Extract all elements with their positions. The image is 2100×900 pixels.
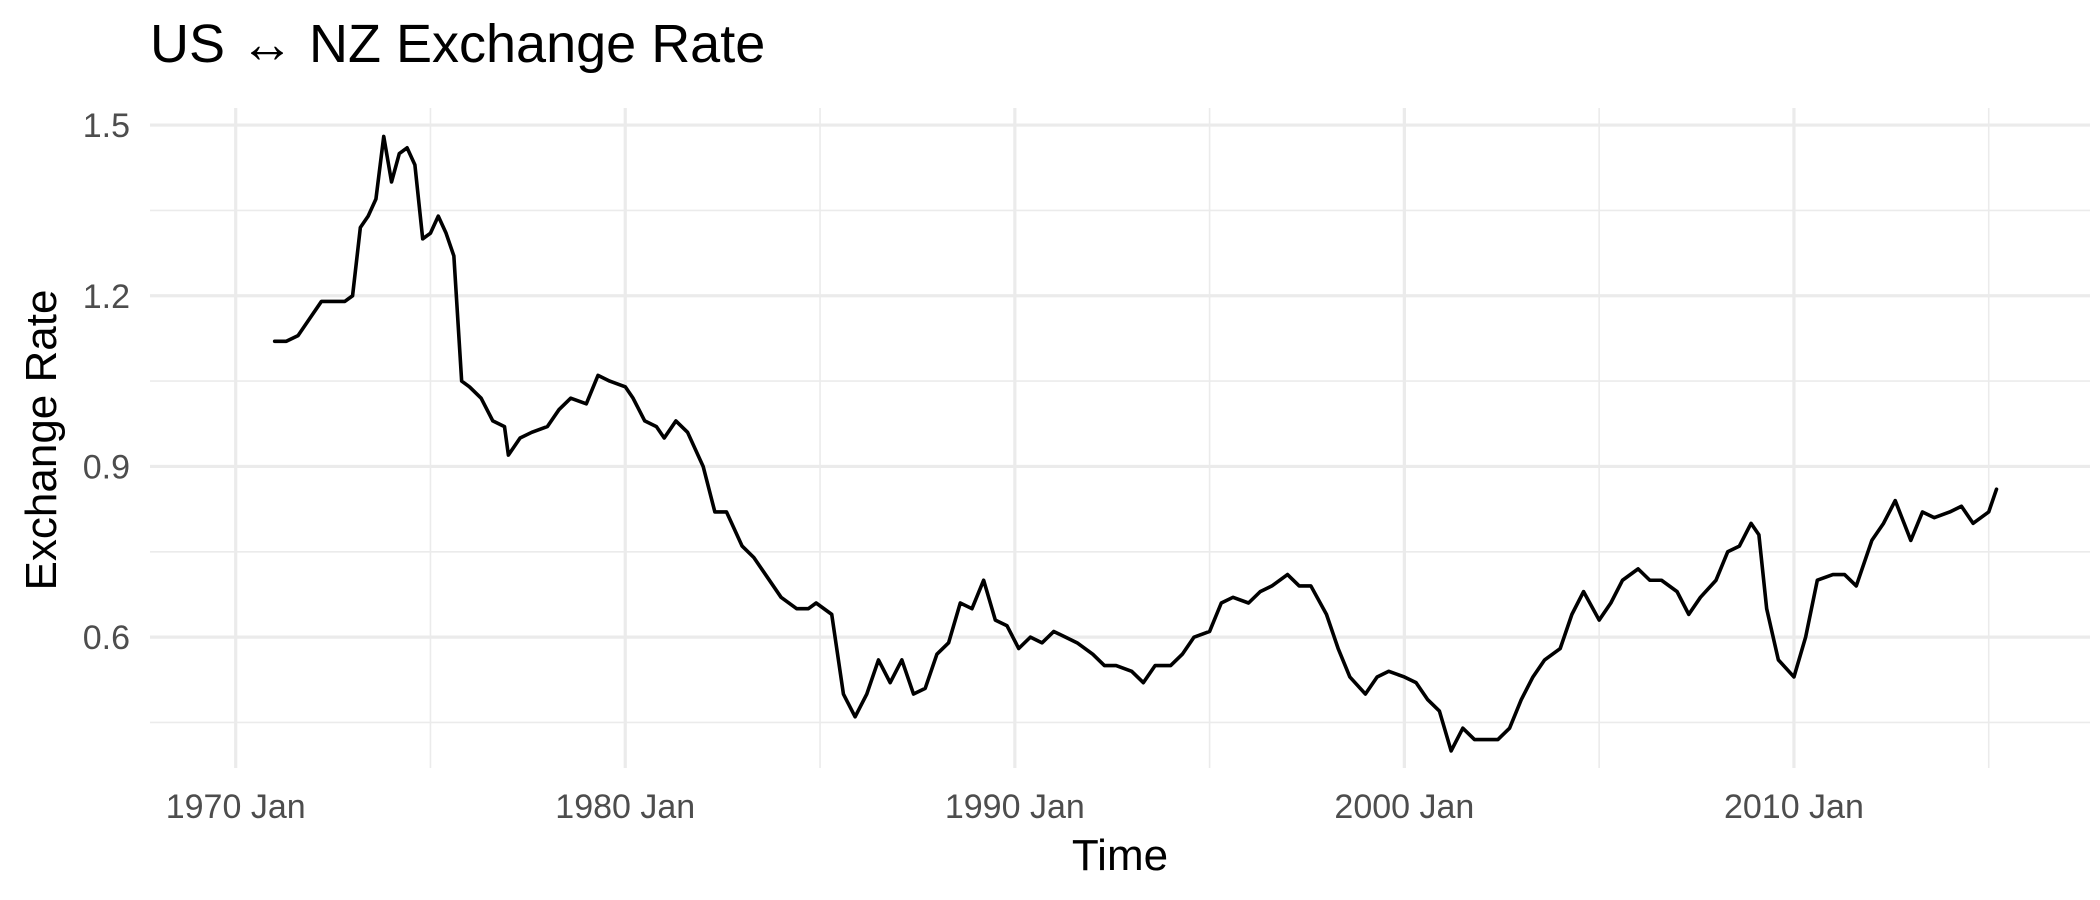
y-tick-label: 0.9: [83, 448, 130, 486]
y-tick-label: 0.6: [83, 619, 130, 657]
x-tick-label: 1970 Jan: [166, 788, 306, 826]
minor-gridlines: [150, 108, 2090, 768]
y-tick-label: 1.2: [83, 278, 130, 316]
y-tick-label: 1.5: [83, 107, 130, 145]
x-tick-label: 1980 Jan: [555, 788, 695, 826]
exchange-rate-series-line: [272, 134, 1999, 753]
x-axis-title: Time: [1072, 831, 1168, 880]
x-tick-label: 2000 Jan: [1334, 788, 1474, 826]
tick-labels: 1970 Jan 1980 Jan 1990 Jan 2000 Jan 2010 Jan…: [83, 107, 1864, 826]
y-axis-title: Exchange Rate: [17, 290, 66, 591]
major-gridlines: [150, 108, 2090, 768]
x-tick-label: 2010 Jan: [1724, 788, 1864, 826]
x-tick-label: 1990 Jan: [945, 788, 1085, 826]
chart-title: US ↔ NZ Exchange Rate: [150, 14, 765, 74]
series-layer: [272, 134, 1999, 753]
